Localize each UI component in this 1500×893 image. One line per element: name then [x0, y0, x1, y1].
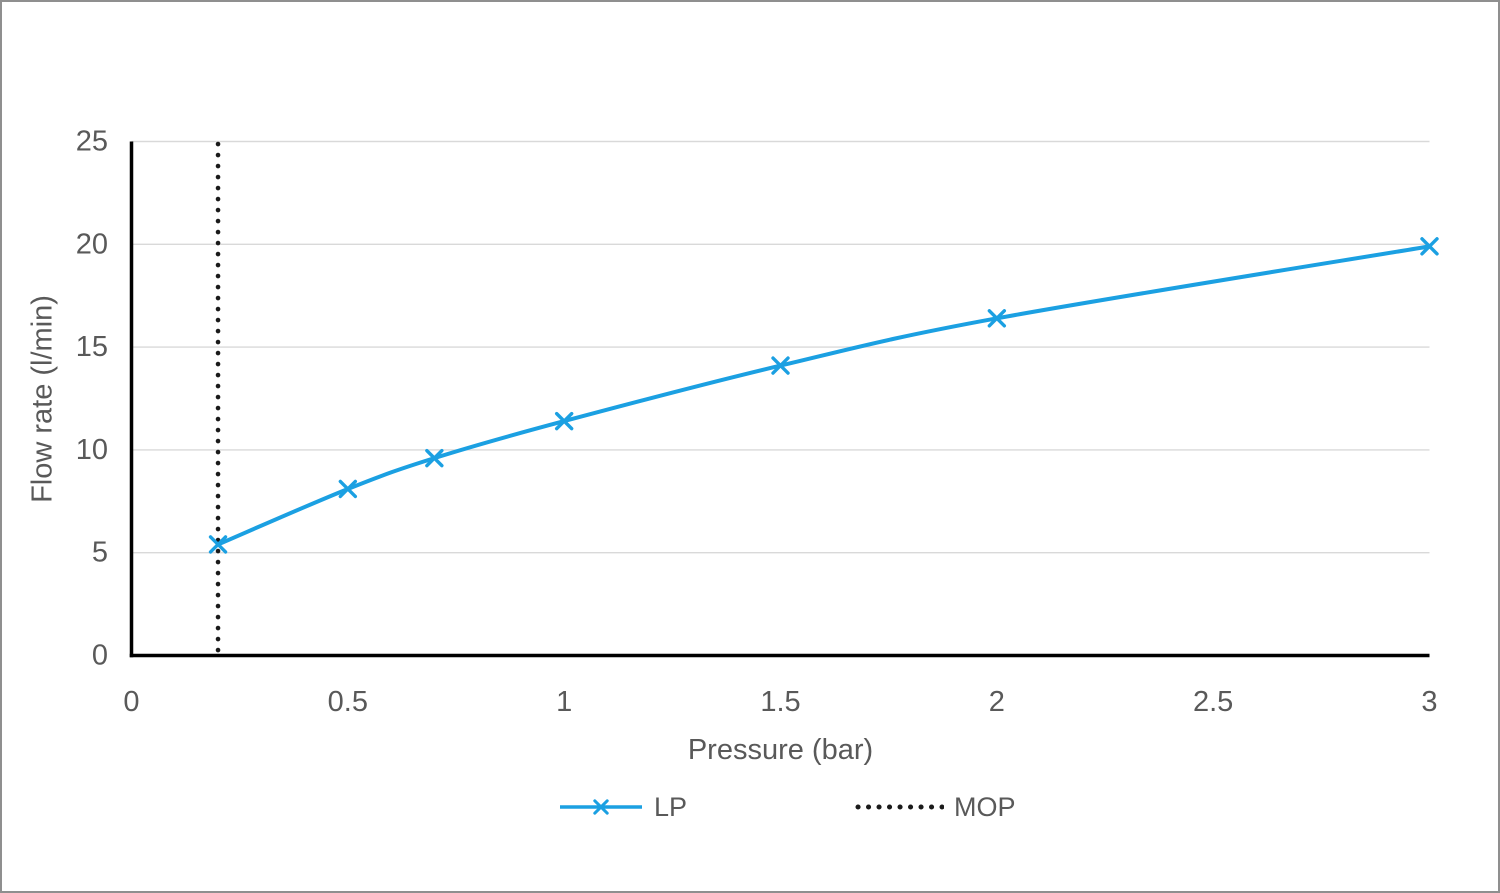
lp-marker [1420, 237, 1439, 256]
y-tick-label: 20 [76, 228, 108, 260]
y-tick-label: 10 [76, 434, 108, 466]
y-axis-title: Flow rate (l/min) [26, 295, 59, 503]
mop-dotted-line-icon [855, 804, 945, 810]
x-tick-label: 3 [1421, 686, 1437, 718]
legend-item-lp: LP [558, 792, 687, 823]
lp-line-marker-icon [560, 799, 642, 815]
lp-line [216, 244, 1432, 547]
legend: LP MOP [558, 790, 1016, 824]
x-axis-title: Pressure (bar) [687, 734, 874, 766]
legend-label-lp: LP [654, 791, 688, 822]
legend-label-mop: MOP [954, 791, 1016, 822]
lp-marker [554, 411, 574, 431]
y-tick-label: 15 [76, 331, 108, 363]
y-tick-label: 5 [92, 537, 108, 569]
lp-marker [338, 479, 358, 499]
lp-marker [771, 356, 790, 375]
lp-marker [425, 448, 444, 468]
lp-marker [208, 535, 228, 554]
x-tick-label: 1.5 [760, 686, 800, 718]
x-tick-label: 2 [989, 686, 1005, 718]
lp-marker [593, 799, 609, 815]
y-tick-label: 0 [92, 640, 108, 672]
x-tick-label: 1 [556, 686, 572, 718]
x-tick-label: 2.5 [1193, 686, 1233, 718]
x-tick-label: 0.5 [328, 686, 368, 718]
x-tick-label: 0 [123, 686, 139, 718]
lp-marker [987, 309, 1007, 328]
legend-item-mop: MOP [854, 792, 1016, 823]
y-tick-label: 25 [76, 126, 108, 158]
